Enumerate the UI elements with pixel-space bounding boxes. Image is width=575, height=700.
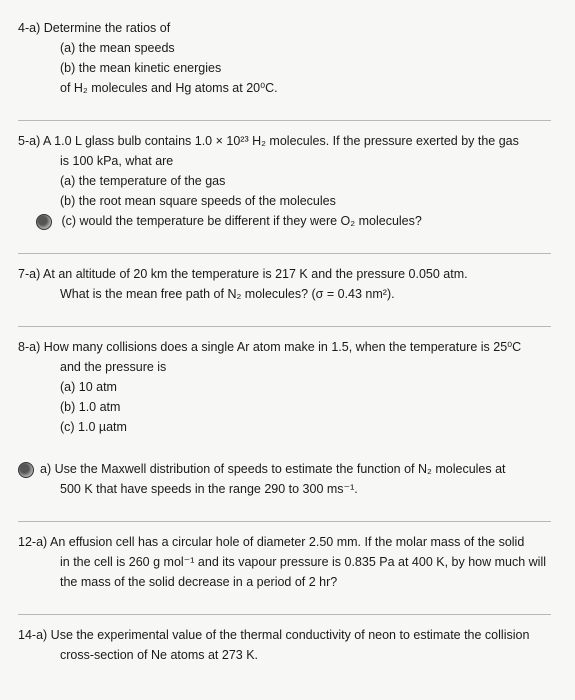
question-7: 7-a) At an altitude of 20 km the tempera… (18, 264, 551, 304)
q12-l3: the mass of the solid decrease in a peri… (18, 572, 551, 592)
question-12: 12-a) An effusion cell has a circular ho… (18, 532, 551, 592)
q4-line1: 4-a) Determine the ratios of (18, 18, 551, 38)
q12-l1: An effusion cell has a circular hole of … (50, 535, 524, 549)
q5-c-row: (c) would the temperature be different i… (18, 211, 551, 231)
pencil-mark-icon (18, 462, 34, 478)
q5-line1: 5-a) A 1.0 L glass bulb contains 1.0 × 1… (18, 131, 551, 151)
question-14: 14-a) Use the experimental value of the … (18, 625, 551, 665)
q8-b: (b) 1.0 atm (18, 397, 551, 417)
q5-c: (c) would the temperature be different i… (61, 214, 421, 228)
q12-line1: 12-a) An effusion cell has a circular ho… (18, 532, 551, 552)
question-8: 8-a) How many collisions does a single A… (18, 337, 551, 437)
q7-line1: 7-a) At an altitude of 20 km the tempera… (18, 264, 551, 284)
q9-num: a) (40, 459, 51, 479)
q8-line1: 8-a) How many collisions does a single A… (18, 337, 551, 357)
q9-l1: Use the Maxwell distribution of speeds t… (55, 462, 506, 476)
q14-l2: cross-section of Ne atoms at 273 K. (18, 645, 551, 665)
q8-num: 8-a) (18, 337, 40, 357)
q14-l1: Use the experimental value of the therma… (51, 628, 530, 642)
q8-l2: and the pressure is (18, 357, 551, 377)
q7-l2: What is the mean free path of N₂ molecul… (18, 284, 551, 304)
q5-stem1: A 1.0 L glass bulb contains 1.0 × 10²³ H… (43, 134, 519, 148)
q7-l1: At an altitude of 20 km the temperature … (43, 267, 468, 281)
q8-a: (a) 10 atm (18, 377, 551, 397)
q4-a: (a) the mean speeds (18, 38, 551, 58)
q5-a: (a) the temperature of the gas (18, 171, 551, 191)
question-9: a) Use the Maxwell distribution of speed… (18, 459, 551, 499)
q4-b: (b) the mean kinetic energies (18, 58, 551, 78)
q12-num: 12-a) (18, 532, 47, 552)
q12-l2: in the cell is 260 g mol⁻¹ and its vapou… (18, 552, 551, 572)
q5-b: (b) the root mean square speeds of the m… (18, 191, 551, 211)
divider (18, 326, 551, 327)
q8-l1: How many collisions does a single Ar ato… (44, 340, 521, 354)
q9-l2: 500 K that have speeds in the range 290 … (18, 479, 551, 499)
divider (18, 521, 551, 522)
q4-tail: of H₂ molecules and Hg atoms at 20⁰C. (18, 78, 551, 98)
q9-line1: a) Use the Maxwell distribution of speed… (18, 459, 551, 479)
q4-num: 4-a) (18, 18, 40, 38)
q14-line1: 14-a) Use the experimental value of the … (18, 625, 551, 645)
q8-c: (c) 1.0 µatm (18, 417, 551, 437)
q5-stem2: is 100 kPa, what are (18, 151, 551, 171)
divider (18, 614, 551, 615)
pencil-mark-icon (36, 214, 52, 230)
q4-stem: Determine the ratios of (44, 21, 170, 35)
divider (18, 120, 551, 121)
question-4: 4-a) Determine the ratios of (a) the mea… (18, 18, 551, 98)
divider (18, 253, 551, 254)
q7-num: 7-a) (18, 264, 40, 284)
q14-num: 14-a) (18, 625, 47, 645)
question-5: 5-a) A 1.0 L glass bulb contains 1.0 × 1… (18, 131, 551, 231)
q5-num: 5-a) (18, 131, 40, 151)
